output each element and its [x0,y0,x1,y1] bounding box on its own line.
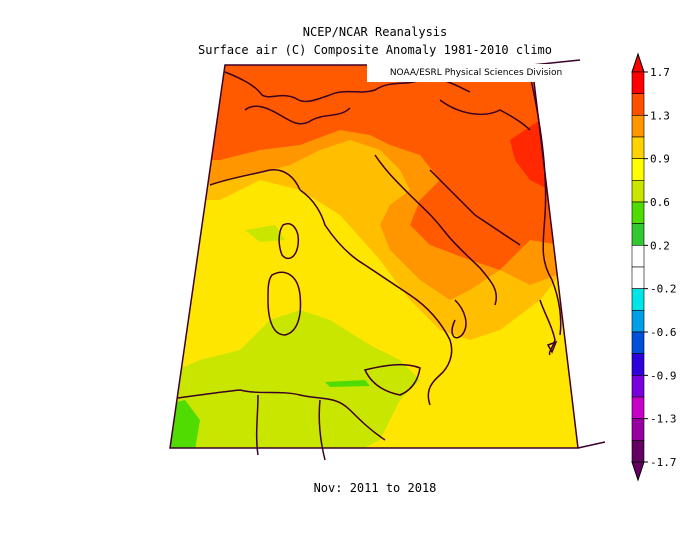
colorbar-tick-label: 1.7 [650,66,670,79]
colorbar-swatch [631,266,645,289]
colorbar-tick-label: 1.3 [650,109,670,122]
colorbar-swatch [631,136,645,159]
colorbar-tick-label: -0.6 [650,326,677,339]
colorbar-tick-label: -1.3 [650,413,677,426]
period-label: Nov: 2011 to 2018 [313,481,437,495]
colorbar-tick-label: 0.2 [650,239,670,252]
colorbar-swatch [631,180,645,203]
anomaly-fill-layer [170,65,578,448]
credit-label: NOAA/ESRL Physical Sciences Division [367,64,585,82]
coastline-croatia [429,169,521,246]
colorbar-swatch [631,201,645,224]
border-switzerland [244,105,351,125]
colorbar-top-triangle [631,52,645,73]
coastline-italy-east [374,154,497,306]
colorbar-tick-label: -1.7 [650,456,677,469]
map-title-line2: Surface air (C) Composite Anomaly 1981-2… [197,43,552,57]
coastline-tunisia [177,389,386,441]
island-sicily [363,363,421,396]
island-sardinia [267,271,302,336]
colorbar-swatch [631,396,645,419]
island-corfu [546,340,558,354]
border-slovenia [439,99,531,131]
map-title-line1: NCEP/NCAR Reanalysis [302,25,448,39]
colorbar-labels: 1.7 1.3 0.9 0.6 0.2 -0.2 -0.6 -0.9 -1.3 -1.7 [644,66,677,469]
colorbar-swatch [631,71,645,94]
colorbar-bottom-triangle [631,461,645,482]
island-corsica [278,223,300,260]
colorbar-swatch [631,223,645,246]
coastline-heel [451,299,467,339]
colorbar-swatch [631,440,645,463]
border-algeria-tunisia [255,394,259,456]
colorbar-swatch [631,418,645,441]
colorbar-swatch [631,331,645,354]
colorbar-tick-label: -0.2 [650,283,677,296]
colorbar-tick-label: -0.9 [650,369,677,382]
anomaly-patch-sicily [325,380,370,387]
colorbar-swatch [631,353,645,376]
colorbar-swatch [631,375,645,398]
colorbar-tick-label: 0.6 [650,196,670,209]
colorbar-swatch [631,245,645,268]
coastline-italy-west [299,189,453,406]
anomaly-patch-corsica [245,225,285,242]
frame-tick [577,441,606,449]
coastline-france [209,169,301,191]
colorbar-swatch [631,310,645,333]
anomaly-zone-1-5 [205,65,578,270]
colorbar-swatch [631,158,645,181]
anomaly-zone-0-7 [170,310,420,448]
colorbar-swatch [631,288,645,311]
colorbar-swatch [631,115,645,138]
colorbar-swatch [631,93,645,116]
colorbar-tick-label: 0.9 [650,153,670,166]
coastline-albania [539,299,556,356]
border-tunisia-libya [318,399,326,461]
colorbar: 1.7 1.3 0.9 0.6 0.2 -0.2 -0.6 -0.9 -1.3 -1.7 [631,52,677,482]
colorbar-swatches [631,52,645,482]
